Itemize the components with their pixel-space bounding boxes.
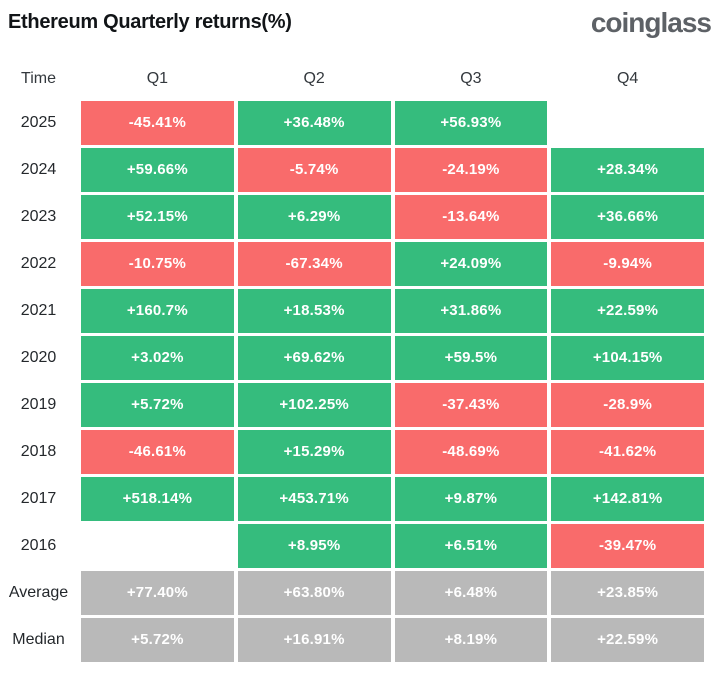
row-label-2021: 2021 [20,301,57,319]
row-label-2020: 2020 [20,348,57,366]
table-cell-2025-q4 [551,101,704,145]
table-cell-2016-q4: -39.47% [551,523,704,568]
column-header-q1: Q1 [146,70,169,88]
column-header-q4: Q4 [616,70,639,88]
table-cell-2024-q4: +28.34% [551,147,704,192]
table-cell-2017-q1: +518.14% [81,476,234,521]
table-cell-2024-q2: -5.74% [237,147,391,192]
table-cell-2020-q4: +104.15% [551,335,704,380]
table-cell-2020-q1: +3.02% [81,335,234,380]
column-header-time: Time [21,70,56,88]
row-label-2024: 2024 [20,160,57,178]
table-cell-2018-q3: -48.69% [394,429,548,474]
table-cell-2023-q4: +36.66% [551,194,704,239]
table-cell-2018-q1: -46.61% [81,429,234,474]
table-cell-2023-q3: -13.64% [394,194,548,239]
table-cell-median-q3: +8.19% [394,617,548,662]
table-cell-2022-q2: -67.34% [237,241,391,286]
table-cell-median-q4: +22.59% [551,617,704,662]
coinglass-logo[interactable]: coinglass [590,7,712,38]
table-cell-2024-q3: -24.19% [394,147,548,192]
top-bar: Ethereum Quarterly returns(%) coinglass [0,0,721,39]
table-cell-average-q3: +6.48% [394,570,548,615]
table-cell-2023-q1: +52.15% [81,194,234,239]
table-cell-2021-q3: +31.86% [394,288,548,333]
table-cell-2025-q2: +36.48% [237,100,391,145]
table-cell-2020-q2: +69.62% [237,335,391,380]
table-cell-average-q2: +63.80% [237,570,391,615]
table-cell-2019-q1: +5.72% [81,382,234,427]
table-cell-2018-q2: +15.29% [237,429,391,474]
table-cell-2022-q4: -9.94% [551,241,704,286]
table-cell-2019-q4: -28.9% [551,382,704,427]
table-cell-2021-q4: +22.59% [551,288,704,333]
table-cell-2018-q4: -41.62% [551,429,704,474]
table-cell-2021-q1: +160.7% [81,288,234,333]
table-cell-2016-q3: +6.51% [394,523,548,568]
table-cell-2022-q1: -10.75% [81,241,234,286]
table-cell-2025-q3: +56.93% [394,100,548,145]
column-header-q3: Q3 [460,70,482,88]
table-cell-2021-q2: +18.53% [237,288,391,333]
row-label-2018: 2018 [20,442,57,460]
row-label-2023: 2023 [20,207,57,225]
table-cell-2017-q2: +453.71% [237,476,391,521]
table-cell-2017-q3: +9.87% [394,476,548,521]
row-label-2017: 2017 [20,489,57,507]
table-cell-2019-q3: -37.43% [394,382,548,427]
row-label-2025: 2025 [20,113,57,131]
table-cell-median-q1: +5.72% [81,617,234,662]
table-cell-2025-q1: -45.41% [81,100,234,145]
table-cell-2017-q4: +142.81% [551,476,704,521]
column-header-q2: Q2 [303,70,325,88]
row-label-2019: 2019 [20,395,57,413]
table-cell-2022-q3: +24.09% [394,241,548,286]
table-cell-2016-q2: +8.95% [237,523,391,568]
row-label-average: Average [8,583,69,601]
quarterly-returns-table: Time Q1 Q2 Q3 Q4 2025 -45.41% +36.48% +56.9… [0,61,721,662]
table-cell-2020-q3: +59.5% [394,335,548,380]
table-cell-median-q2: +16.91% [237,617,391,662]
table-cell-2016-q1 [81,524,234,568]
table-cell-average-q1: +77.40% [81,570,234,615]
table-cell-2023-q2: +6.29% [237,194,391,239]
row-label-2022: 2022 [20,254,57,272]
table-cell-2019-q2: +102.25% [237,382,391,427]
table-cell-2024-q1: +59.66% [81,147,234,192]
row-label-median: Median [12,630,65,648]
page-title: Ethereum Quarterly returns(%) [8,11,292,33]
row-label-2016: 2016 [20,536,57,554]
table-cell-average-q4: +23.85% [551,570,704,615]
